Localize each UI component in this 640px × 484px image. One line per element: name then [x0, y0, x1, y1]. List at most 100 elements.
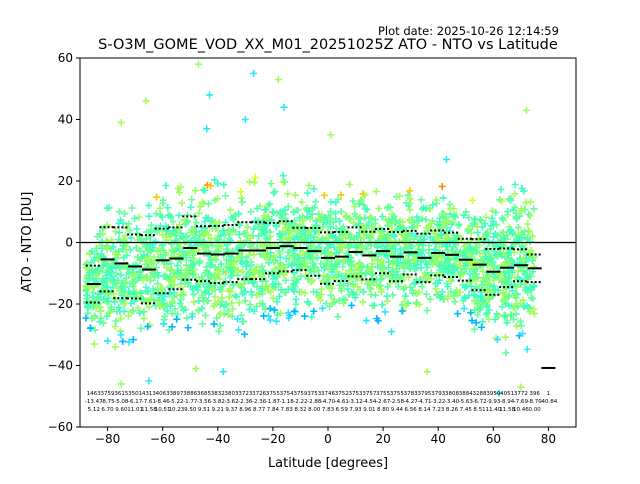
scatter-point: [216, 285, 224, 293]
scatter-point: [438, 254, 446, 262]
scatter-point: [398, 307, 406, 315]
scatter-point: [451, 298, 459, 306]
scatter-point: [201, 186, 209, 194]
scatter-point: [362, 245, 370, 253]
scatter-point: [253, 302, 261, 310]
scatter-point: [183, 314, 191, 322]
scatter-point: [339, 223, 347, 231]
scatter-point: [413, 213, 421, 221]
scatter-point: [337, 207, 345, 215]
scatter-point: [436, 261, 444, 269]
scatter-point: [213, 243, 221, 251]
bin-stat-label: -1.18: [280, 399, 295, 405]
scatter-point: [466, 270, 474, 278]
scatter-point: [182, 261, 190, 269]
scatter-point: [402, 301, 410, 309]
scatter-point: [198, 230, 206, 238]
scatter-point: [415, 300, 423, 308]
scatter-point: [220, 181, 228, 189]
bin-stat-label: 11.01: [127, 407, 143, 413]
scatter-point: [184, 264, 192, 272]
scatter-point: [94, 290, 102, 298]
scatter-point: [477, 217, 485, 225]
scatter-point: [298, 288, 306, 296]
scatter-point: [265, 259, 273, 267]
scatter-point: [483, 232, 491, 240]
scatter-point: [235, 231, 243, 239]
scatter-point: [171, 305, 179, 313]
scatter-point: [320, 191, 328, 199]
scatter-point: [217, 231, 225, 239]
scatter-point: [351, 203, 359, 211]
x-tick-label: 40: [431, 432, 446, 446]
scatter-point: [112, 228, 120, 236]
scatter-point: [400, 285, 408, 293]
outlier-point: [517, 383, 525, 391]
scatter-point: [99, 262, 107, 270]
scatter-point: [406, 206, 414, 214]
scatter-point: [97, 314, 105, 322]
scatter-point: [213, 267, 221, 275]
scatter-point: [447, 220, 455, 228]
scatter-point: [422, 290, 430, 298]
bin-stat-label: 8.32: [294, 407, 306, 413]
scatter-point: [517, 322, 525, 330]
scatter-point: [349, 197, 357, 205]
scatter-point: [402, 233, 410, 241]
y-tick-label: −20: [48, 297, 73, 311]
scatter-point: [405, 273, 413, 281]
scatter-point: [418, 283, 426, 291]
scatter-point: [271, 257, 279, 265]
scatter-point: [312, 227, 320, 235]
scatter-point: [291, 191, 299, 199]
scatter-point: [419, 273, 427, 281]
scatter-point: [289, 285, 297, 293]
bin-stat-label: 3726: [252, 391, 266, 397]
scatter-point: [238, 259, 246, 267]
scatter-point: [488, 292, 496, 300]
scatter-point: [327, 207, 335, 215]
scatter-point: [508, 287, 516, 295]
bin-stat-label: -3.82: [211, 399, 225, 405]
scatter-point: [166, 272, 174, 280]
scatter-point: [111, 322, 119, 330]
scatter-point: [478, 256, 485, 264]
scatter-point: [110, 290, 118, 298]
scatter-point: [417, 196, 425, 204]
scatter-point: [440, 295, 448, 303]
scatter-point: [103, 204, 111, 212]
scatter-point: [222, 218, 230, 226]
scatter-point: [371, 216, 379, 224]
scatter-point: [406, 283, 414, 291]
y-tick-label: −40: [48, 359, 73, 373]
scatter-point: [310, 204, 318, 212]
scatter-point: [315, 215, 323, 223]
bin-stat-label: 3746: [321, 391, 335, 397]
scatter-point: [516, 317, 524, 325]
scatter-point: [113, 284, 121, 292]
scatter-point: [414, 242, 422, 250]
scatter-point: [137, 289, 145, 297]
scatter-point: [530, 310, 538, 318]
bin-stat-label: -2.36: [252, 399, 267, 405]
scatter-point: [388, 216, 396, 224]
scatter-point: [152, 210, 160, 218]
scatter-point: [121, 300, 129, 308]
scatter-point: [393, 274, 401, 282]
scatter-point: [113, 308, 121, 316]
scatter-point: [296, 220, 304, 228]
scatter-point: [291, 235, 299, 243]
scatter-point: [167, 213, 175, 221]
scatter-point: [385, 264, 393, 272]
scatter-point: [337, 191, 345, 199]
scatter-point: [266, 304, 274, 312]
scatter-point: [204, 297, 212, 305]
scatter-point: [478, 323, 486, 331]
scatter-point: [177, 272, 185, 280]
scatter-point: [366, 213, 374, 221]
bin-stat-label: 6.56: [405, 407, 418, 413]
bin-stat-label: 3808: [445, 391, 459, 397]
scatter-point: [345, 267, 353, 275]
scatter-point: [331, 209, 339, 217]
bin-stat-label: 9.01: [363, 407, 375, 413]
